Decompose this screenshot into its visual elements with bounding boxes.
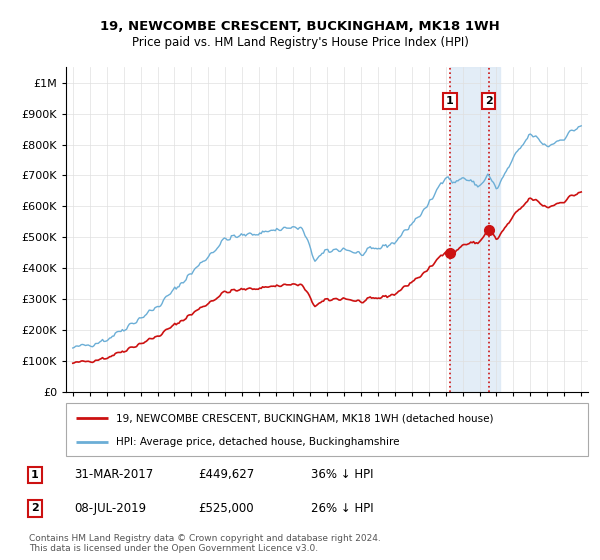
Text: Price paid vs. HM Land Registry's House Price Index (HPI): Price paid vs. HM Land Registry's House … [131, 36, 469, 49]
Text: £449,627: £449,627 [199, 468, 255, 482]
Text: HPI: Average price, detached house, Buckinghamshire: HPI: Average price, detached house, Buck… [116, 436, 399, 446]
Text: 1: 1 [31, 470, 39, 480]
FancyBboxPatch shape [66, 403, 588, 456]
Text: 2: 2 [485, 96, 493, 106]
Text: 36% ↓ HPI: 36% ↓ HPI [311, 468, 374, 482]
Text: 19, NEWCOMBE CRESCENT, BUCKINGHAM, MK18 1WH: 19, NEWCOMBE CRESCENT, BUCKINGHAM, MK18 … [100, 20, 500, 32]
Text: Contains HM Land Registry data © Crown copyright and database right 2024.
This d: Contains HM Land Registry data © Crown c… [29, 534, 381, 553]
Bar [450, 67, 500, 392]
Text: 26% ↓ HPI: 26% ↓ HPI [311, 502, 374, 515]
Text: 19, NEWCOMBE CRESCENT, BUCKINGHAM, MK18 1WH (detached house): 19, NEWCOMBE CRESCENT, BUCKINGHAM, MK18 … [116, 413, 493, 423]
Text: 08-JUL-2019: 08-JUL-2019 [74, 502, 146, 515]
Text: 31-MAR-2017: 31-MAR-2017 [74, 468, 154, 482]
Text: 2: 2 [31, 503, 39, 514]
Text: £525,000: £525,000 [199, 502, 254, 515]
Text: 1: 1 [446, 96, 454, 106]
